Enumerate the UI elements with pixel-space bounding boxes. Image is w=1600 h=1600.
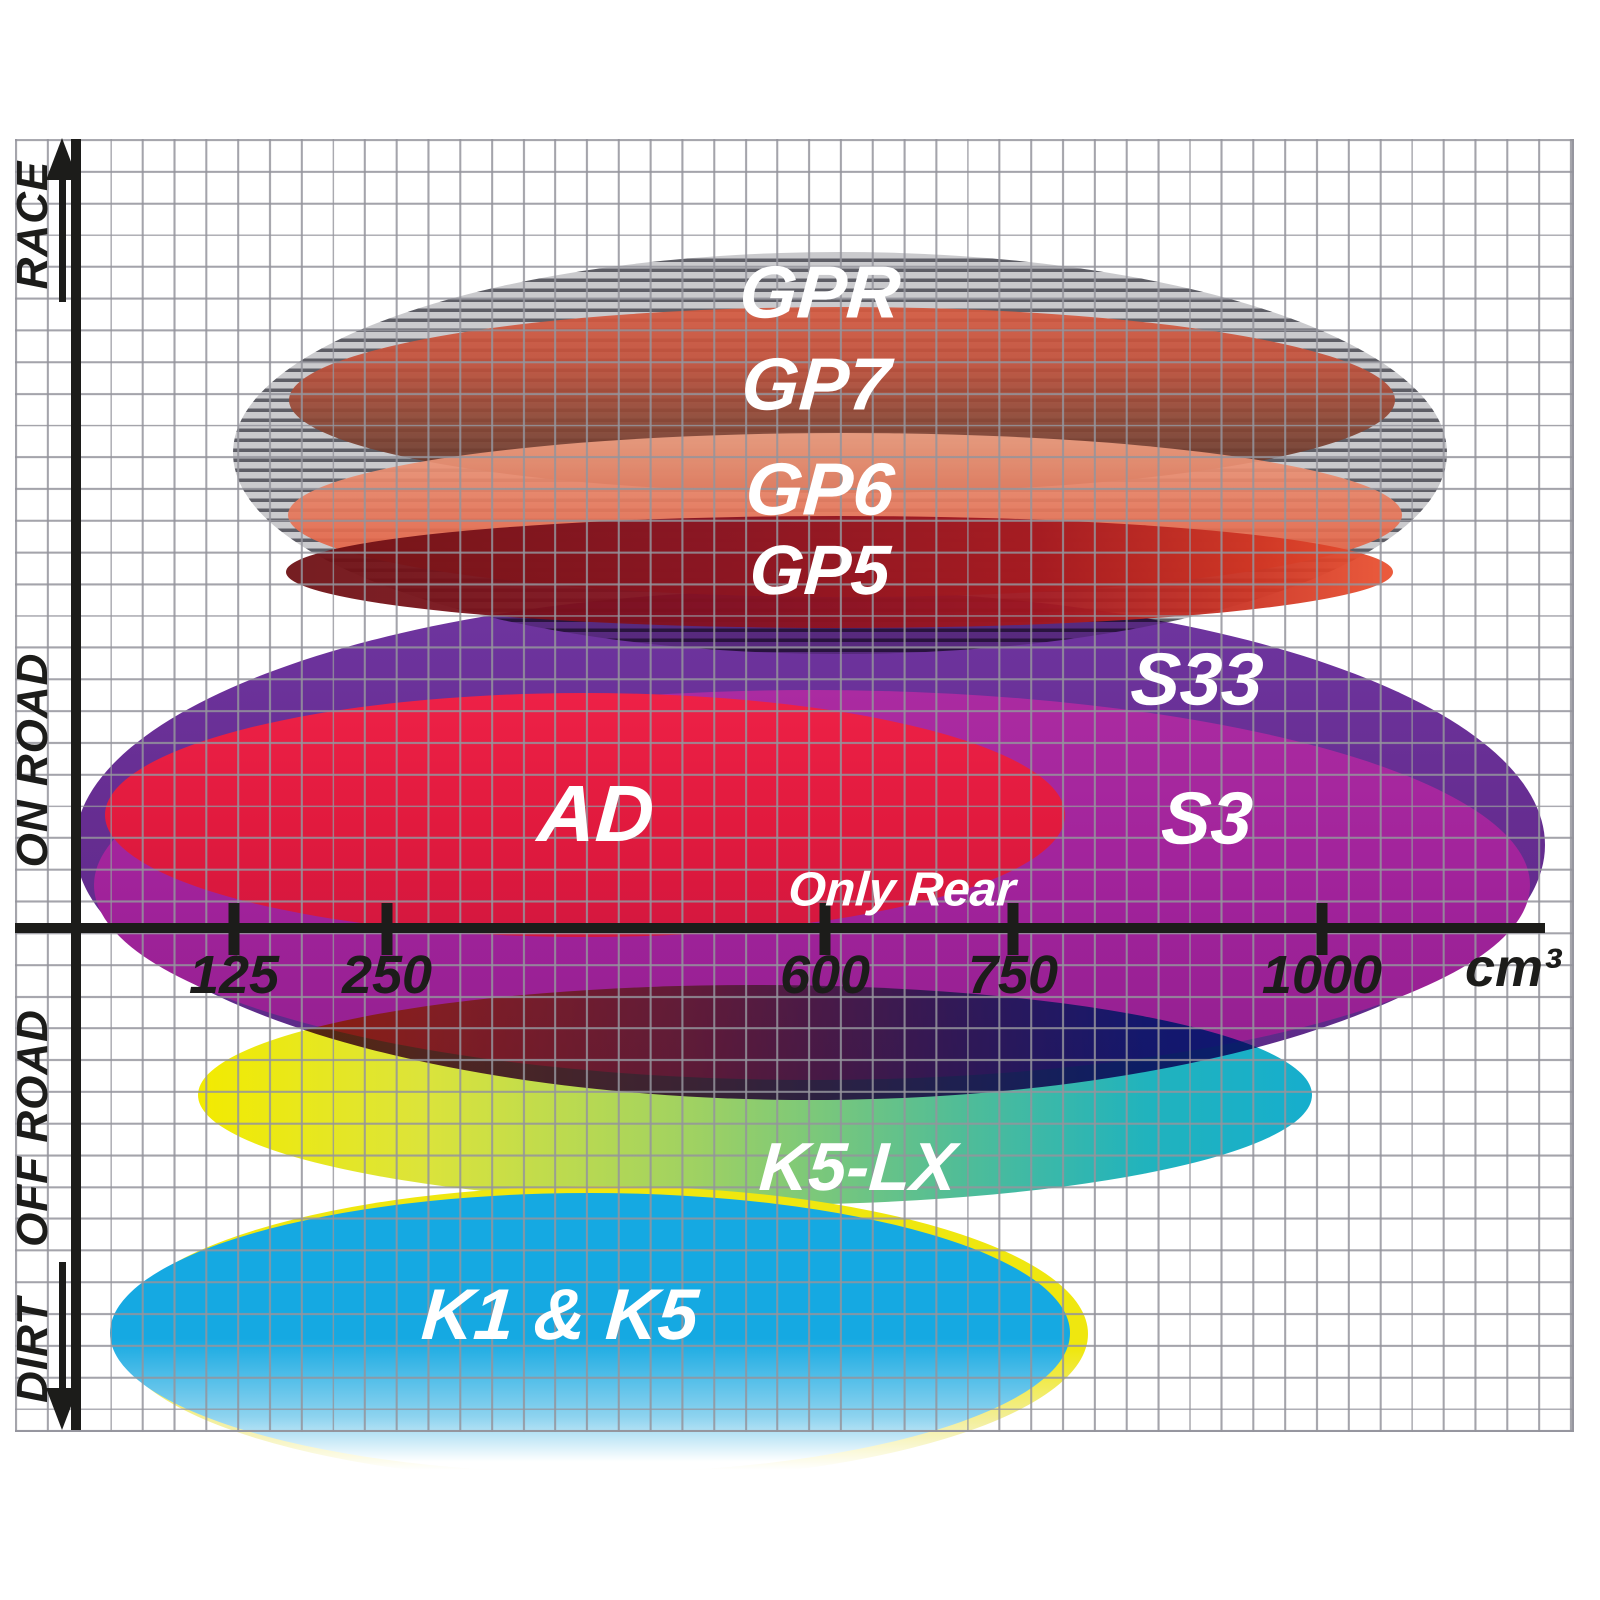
grid-overlay xyxy=(15,139,1574,1432)
label-gp6: GP6 xyxy=(743,447,897,531)
x-axis-unit-label: cm³ xyxy=(1464,938,1562,998)
x-axis-line xyxy=(15,923,1545,933)
label-gp7: GP7 xyxy=(739,342,893,426)
y-axis-line xyxy=(71,139,81,1430)
label-s3: S3 xyxy=(1158,776,1256,860)
label-gp5: GP5 xyxy=(747,531,893,609)
race-arrow-up-icon xyxy=(46,138,78,180)
label-ad: AD xyxy=(535,769,657,858)
y-label-off-road: OFF ROAD xyxy=(8,1009,57,1247)
x-tick-label-250: 250 xyxy=(341,945,433,1005)
label-gpr: GPR xyxy=(736,250,904,334)
y-label-race: RACE xyxy=(8,160,57,290)
label-k1k5: K1 & K5 xyxy=(419,1275,701,1355)
dirt-arrow-shaft xyxy=(59,1262,66,1390)
x-tick-750 xyxy=(1007,903,1019,955)
x-tick-label-125: 125 xyxy=(188,945,280,1005)
x-tick-600 xyxy=(819,903,831,955)
race-arrow-shaft xyxy=(59,176,66,302)
x-tick-125 xyxy=(228,903,240,955)
label-s33: S33 xyxy=(1128,637,1266,721)
dirt-arrow-down-icon xyxy=(46,1388,78,1430)
x-tick-1000 xyxy=(1316,903,1328,955)
label-k5lx: K5-LX xyxy=(757,1129,959,1205)
x-tick-label-750: 750 xyxy=(967,945,1059,1005)
x-tick-250 xyxy=(381,903,393,955)
y-label-dirt: DIRT xyxy=(8,1297,57,1403)
y-label-on-road: ON ROAD xyxy=(8,652,57,868)
x-tick-label-600: 600 xyxy=(779,945,871,1005)
x-tick-label-1000: 1000 xyxy=(1261,945,1383,1005)
label-only-rear: Only Rear xyxy=(786,863,1018,917)
